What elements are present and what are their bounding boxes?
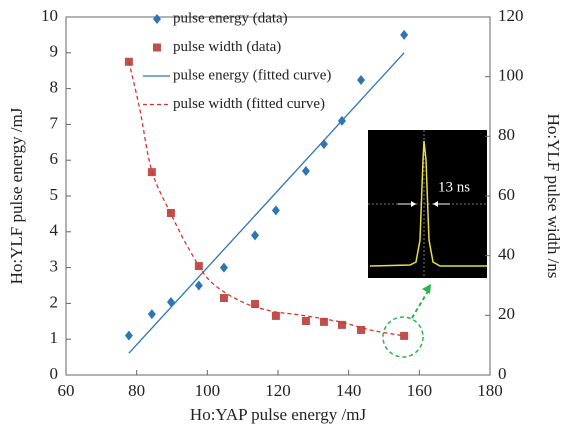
data-point <box>220 294 228 302</box>
y-tick-label: 2 <box>50 292 59 311</box>
x-tick-label: 120 <box>265 381 291 400</box>
data-point <box>400 332 408 340</box>
y-tick-label: 4 <box>50 221 59 240</box>
chart: Ho:YAP pulse energy /mJ Ho:YLF pulse ene… <box>0 0 566 433</box>
data-point <box>125 331 133 341</box>
legend-label: pulse energy (fitted curve) <box>173 67 331 83</box>
y2-tick-label: 60 <box>498 185 515 204</box>
annotation: 13 ns <box>438 179 470 195</box>
x-tick-label: 160 <box>407 381 433 400</box>
y-tick-label: 9 <box>50 42 59 61</box>
data-point <box>302 166 310 176</box>
legend-marker <box>153 14 161 24</box>
y2-tick-label: 20 <box>498 304 515 323</box>
legend-label: pulse energy (data) <box>173 10 288 26</box>
data-point <box>357 75 365 85</box>
data-point <box>272 205 280 215</box>
legend-label: pulse width (fitted curve) <box>173 96 325 112</box>
y-tick-label: 0 <box>50 364 59 383</box>
data-point <box>148 309 156 319</box>
x-tick-label: 60 <box>58 381 75 400</box>
y-tick-label: 5 <box>50 185 59 204</box>
legend-label: pulse width (data) <box>173 39 281 55</box>
y-tick-label: 10 <box>41 6 58 25</box>
x-tick-label: 180 <box>477 381 503 400</box>
x-tick-label: 100 <box>195 381 221 400</box>
y-tick-label: 6 <box>50 149 59 168</box>
y-tick-label: 8 <box>50 78 59 97</box>
y-axis-label: Ho:YLF pulse energy /mJ <box>7 107 26 284</box>
y-tick-label: 7 <box>50 113 59 132</box>
legend-marker <box>153 44 161 52</box>
y-tick-label: 1 <box>50 328 59 347</box>
inset-waveform <box>368 130 487 278</box>
data-point <box>167 297 175 307</box>
data-point <box>251 230 259 240</box>
x-axis-label: Ho:YAP pulse energy /mJ <box>190 405 367 424</box>
x-tick-label: 140 <box>336 381 362 400</box>
y2-tick-label: 100 <box>498 66 524 85</box>
y2-tick-label: 80 <box>498 125 515 144</box>
data-point <box>220 263 228 273</box>
data-point <box>272 312 280 320</box>
y2-tick-label: 0 <box>498 364 507 383</box>
data-point <box>195 281 203 291</box>
y-tick-label: 3 <box>50 257 59 276</box>
y2-axis-label: Ho:YLF pulse width /ns <box>544 114 563 279</box>
highlight-arrow <box>412 291 428 318</box>
data-point <box>302 317 310 325</box>
data-point <box>400 30 408 40</box>
x-tick-label: 80 <box>128 381 145 400</box>
y2-tick-label: 40 <box>498 245 515 264</box>
y2-tick-label: 120 <box>498 6 524 25</box>
